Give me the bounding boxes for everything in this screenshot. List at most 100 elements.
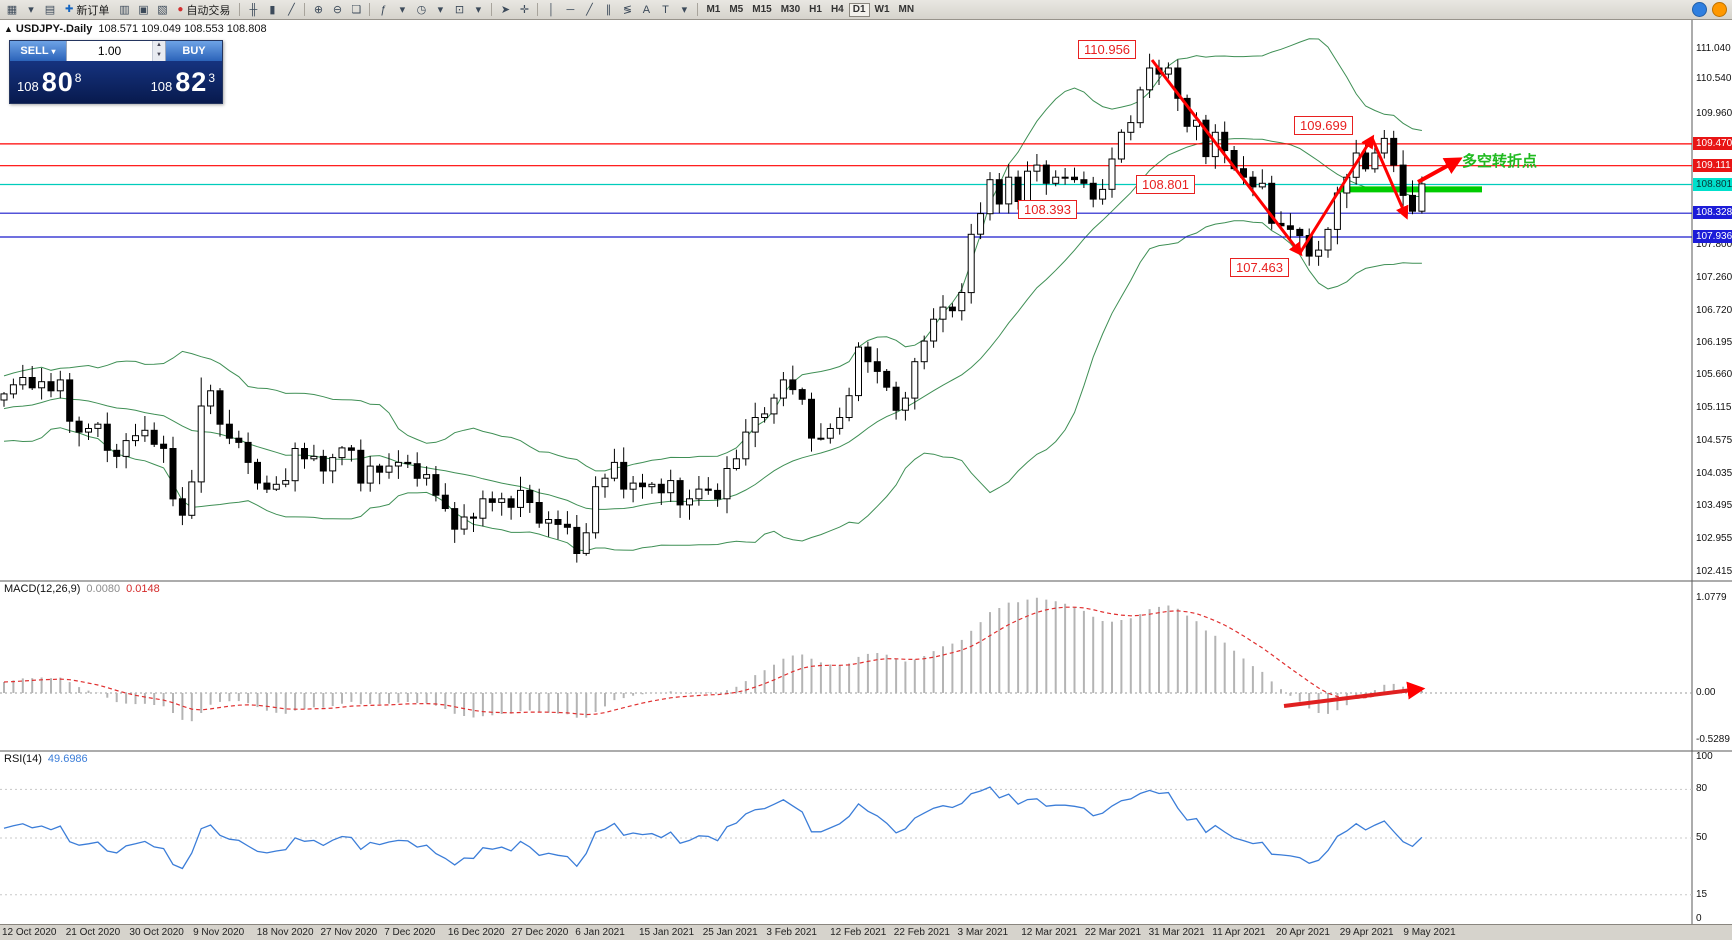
chart-list-dropdown-icon[interactable]: ▾ [28,4,34,16]
price-annotation[interactable]: 108.393 [1018,200,1077,219]
macd-scale-label: 1.0779 [1696,592,1727,604]
fibonacci-icon[interactable]: ≶ [622,4,633,16]
price-annotation[interactable]: 107.463 [1230,258,1289,277]
volume-up-button[interactable]: ▲ [153,41,165,51]
date-label: 9 May 2021 [1403,927,1456,938]
rsi-indicator-label: RSI(14) 49.6986 [4,753,88,765]
new-order-button[interactable]: ✚ 新订单 [60,2,114,18]
macd-indicator-label: MACD(12,26,9) 0.0080 0.0148 [4,583,160,595]
timeframe-m1[interactable]: M1 [706,3,721,15]
date-label: 3 Feb 2021 [766,927,817,938]
volume-down-button[interactable]: ▼ [153,51,165,61]
shapes-dropdown-icon[interactable]: ▾ [681,4,688,16]
cursor-icon[interactable]: ➤ [500,4,511,16]
channel-icon[interactable]: ∥ [605,4,612,16]
community-icon[interactable] [1692,2,1707,17]
timeframe-w1[interactable]: W1 [874,3,890,15]
new-chart-icon[interactable]: ▦ [6,4,18,16]
market-watch-icon[interactable]: ▥ [119,4,130,16]
price-scale-label: 109.960 [1696,108,1732,120]
rsi-scale-label: 15 [1696,888,1708,900]
price-scale: 111.040 110.540 109.960 107.800 107.260 106.7… [1693,0,1732,924]
price-annotation[interactable]: 108.801 [1136,175,1195,194]
price-scale-label: 105.115 [1696,402,1732,414]
timeframe-h1[interactable]: H1 [809,3,822,15]
indicators-dropdown-icon[interactable]: ▾ [399,4,406,16]
price-scale-label: 111.040 [1696,42,1731,54]
timeframe-h4[interactable]: H4 [830,3,844,15]
date-label: 30 Oct 2020 [129,927,184,938]
crosshair-icon[interactable]: ✛ [519,4,530,16]
date-label: 16 Dec 2020 [447,927,505,938]
date-label: 22 Mar 2021 [1084,927,1142,938]
sell-price: 108 80 8 [17,66,82,97]
navigator-icon[interactable]: ▧ [157,4,168,16]
tile-windows-icon[interactable]: ❏ [351,4,362,16]
vertical-line-icon[interactable]: │ [548,3,555,16]
line-chart-icon[interactable]: ╱ [288,4,295,16]
price-scale-label: 106.720 [1696,304,1732,316]
date-label: 12 Oct 2020 [2,927,57,938]
date-label: 12 Mar 2021 [1021,927,1078,938]
price-scale-label: 102.955 [1696,533,1732,545]
bar-chart-icon[interactable]: ╫ [249,3,258,16]
toolbar-separator [369,3,371,16]
toolbar-separator [697,3,699,16]
timeframe-m5[interactable]: M5 [729,3,744,15]
periods-dropdown-icon[interactable]: ▾ [437,4,444,16]
price-scale-label: 104.035 [1696,467,1732,479]
buy-button[interactable]: BUY [166,41,222,61]
volume-input[interactable] [67,41,152,61]
label-icon[interactable]: T [662,3,669,16]
new-order-button-label: 新订单 [76,4,110,17]
zoom-in-icon[interactable]: ⊕ [313,4,324,16]
trendline-icon[interactable]: ╱ [586,4,593,16]
notifications-icon[interactable] [1712,2,1727,17]
macd-scale-label: 0.00 [1696,687,1716,698]
date-label: 18 Nov 2020 [256,927,314,938]
indicators-icon[interactable]: ƒ [380,3,387,16]
one-click-toggle[interactable]: ▲ [4,24,13,34]
profiles-icon[interactable]: ▤ [44,4,56,16]
sell-button[interactable]: SELL ▾ [10,41,66,61]
horizontal-line-icon[interactable]: ─ [566,3,575,16]
price-scale-label: 102.415 [1696,566,1732,577]
date-label: 27 Dec 2020 [511,927,569,938]
data-window-icon[interactable]: ▣ [138,4,149,16]
date-label: 27 Nov 2020 [320,927,378,938]
top-toolbar: ▦ ▾ ▤ ✚ 新订单 ▥ ▣ ▧ ● 自动交易 ╫ ▮ ╱ ⊕ ⊖ ❏ ƒ ▾ ◷ ▾ ⊡ ▾ ➤ ✛ │ ─ ╱ ∥ ≶ A T ▾ M1 M… [0,0,1732,20]
ohlc-values: 108.571 109.049 108.553 108.808 [98,23,267,35]
date-label: 7 Dec 2020 [384,927,436,938]
date-label: 15 Jan 2021 [639,927,695,938]
buy-price: 108 82 3 [150,66,215,97]
price-scale-label: 106.195 [1696,336,1732,348]
price-annotation[interactable]: 110.956 [1078,40,1137,59]
price-annotation[interactable]: 109.699 [1294,116,1353,135]
timeframe-mn[interactable]: MN [898,3,915,15]
volume-stepper: ▲ ▼ [66,41,166,61]
templates-icon[interactable]: ⊡ [454,4,465,16]
periods-icon[interactable]: ◷ [416,4,427,16]
autotrading-button[interactable]: ● 自动交易 [172,2,235,18]
timeframe-m30[interactable]: M30 [780,3,801,15]
text-icon[interactable]: A [642,3,651,16]
zoom-out-icon[interactable]: ⊖ [332,4,343,16]
bull-bear-turning-point-note: 多空转折点 [1462,153,1538,170]
templates-dropdown-icon[interactable]: ▾ [475,4,482,16]
timeframe-m15[interactable]: M15 [752,3,772,15]
price-scale-label: 107.800 [1696,239,1732,251]
sell-dropdown-icon: ▾ [51,46,56,56]
price-line-label: 107.936 [1693,230,1732,243]
date-label: 21 Oct 2020 [65,927,121,938]
candlestick-chart-icon[interactable]: ▮ [269,4,276,16]
timeframe-d1[interactable]: D1 [848,2,870,17]
price-scale-label: 104.575 [1696,434,1732,446]
date-label: 11 Apr 2021 [1212,927,1266,938]
date-label: 22 Feb 2021 [893,927,950,938]
autotrading-button-label: 自动交易 [186,4,231,17]
new-order-icon: ✚ [65,4,74,15]
date-label: 31 Mar 2021 [1148,927,1205,938]
toolbar-separator [537,3,539,16]
